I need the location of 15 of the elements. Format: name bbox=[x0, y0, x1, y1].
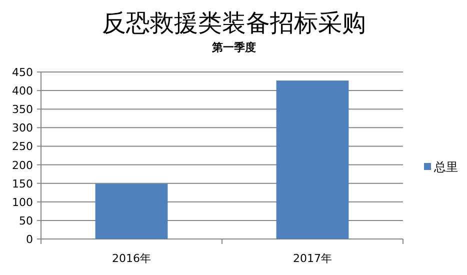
y-tick-label: 150 bbox=[12, 177, 33, 190]
y-tick-label: 0 bbox=[26, 233, 33, 246]
y-tick-label: 400 bbox=[12, 84, 33, 98]
y-tick-label: 100 bbox=[12, 196, 33, 209]
y-tick-label: 200 bbox=[12, 158, 33, 172]
y-tick-label: 450 bbox=[12, 66, 33, 79]
y-tick-label: 250 bbox=[12, 140, 33, 154]
chart-subtitle: 第一季度 bbox=[211, 41, 256, 54]
y-tick-label: 50 bbox=[19, 214, 33, 228]
x-tick-label: 2016年 bbox=[112, 252, 151, 265]
legend-label: 总里 bbox=[433, 160, 458, 174]
chart-title: 反恐救援类装备招标采购 bbox=[102, 9, 366, 37]
x-tick-label: 2017年 bbox=[293, 252, 332, 265]
y-tick-label: 350 bbox=[12, 103, 33, 116]
y-tick-label: 300 bbox=[12, 122, 33, 135]
